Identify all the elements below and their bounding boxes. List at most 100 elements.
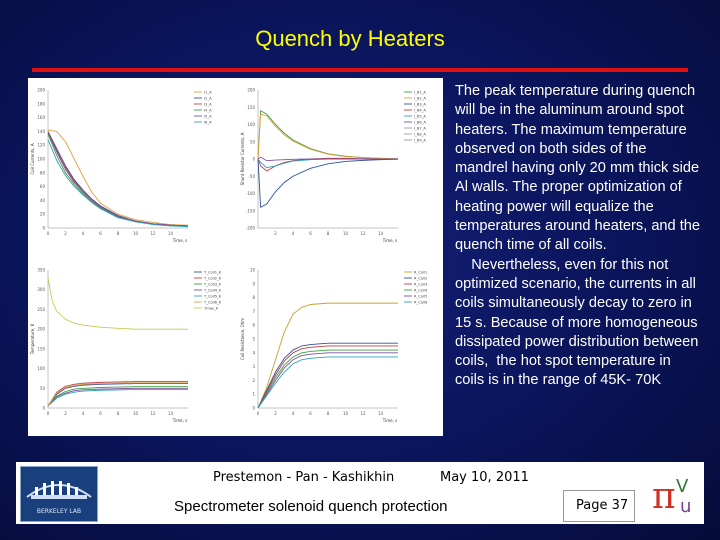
- y-tick-label: 4: [252, 350, 255, 355]
- presentation-title: Spectrometer solenoid quench protection: [174, 498, 448, 515]
- legend-label: I4_A: [204, 108, 212, 112]
- y-tick-label: 200: [37, 88, 45, 93]
- legend-label: I_B3_A: [414, 102, 426, 106]
- y-tick-label: -200: [246, 226, 256, 231]
- legend-label: T_Coil4_K: [203, 288, 222, 292]
- x-tick-label: 4: [292, 411, 295, 416]
- plots-panel: 200 180 160 140 120 100 80 60 40 20 0 0 2 4 6 8 10 12 14 Co…: [28, 78, 443, 436]
- y-tick-label: 40: [40, 198, 46, 203]
- legend-label: R_Coil6: [414, 300, 428, 304]
- legend-label: T_Coil3_K: [203, 282, 222, 286]
- y-tick-label: 5: [252, 337, 255, 342]
- y-tick-label: 8: [252, 295, 255, 300]
- x-axis-label: Time, s: [382, 418, 397, 423]
- authors: Prestemon - Pan - Kashikhin: [213, 470, 395, 485]
- series-line: [47, 131, 189, 227]
- series-line: [47, 131, 189, 227]
- series-line: [257, 113, 399, 160]
- y-tick-label: -150: [246, 208, 256, 213]
- date: May 10, 2011: [440, 470, 529, 485]
- x-tick-label: 14: [168, 411, 174, 416]
- y-tick-label: 50: [250, 139, 256, 144]
- svg-text:π: π: [652, 476, 676, 517]
- legend-label: R_Coil4: [414, 288, 428, 292]
- y-axis-label: Temperature, K: [30, 323, 35, 355]
- y-tick-label: 300: [37, 287, 45, 292]
- x-tick-label: 10: [343, 411, 349, 416]
- x-tick-label: 12: [360, 231, 366, 236]
- y-tick-label: 80: [40, 170, 46, 175]
- legend-label: I_B4_A: [414, 108, 426, 112]
- series-line: [47, 139, 189, 228]
- series-line: [257, 356, 398, 409]
- temperature-plot: 350 300 250 200 150 100 50 0 0 2 4 6 8 10 12 14 Temperat…: [28, 258, 233, 436]
- series-line: [257, 342, 398, 409]
- y-tick-label: 100: [247, 122, 255, 127]
- y-tick-label: 100: [37, 157, 45, 162]
- legend-label: I5_A: [204, 114, 212, 118]
- y-tick-label: 0: [252, 406, 255, 411]
- y-tick-label: 160: [37, 115, 45, 120]
- y-tick-label: 6: [252, 323, 255, 328]
- legend-label: R_Coil3: [414, 282, 427, 286]
- x-tick-label: 4: [292, 231, 295, 236]
- y-axis-label: Coil Resistance, Ohm: [240, 318, 245, 361]
- y-tick-label: 200: [37, 327, 45, 332]
- legend-label: Tmax_K: [203, 306, 219, 310]
- x-tick-label: 0: [257, 411, 260, 416]
- series-line: [47, 381, 188, 407]
- y-tick-label: 150: [37, 346, 45, 351]
- x-tick-label: 6: [99, 411, 102, 416]
- berkeley-lab-logo: BERKELEY LAB: [20, 466, 98, 522]
- series-line: [257, 302, 398, 409]
- x-tick-label: 4: [82, 411, 85, 416]
- legend-label: T_Coil5_K: [203, 294, 222, 298]
- shunt-currents-plot: 200 150 100 50 0 -50 -100 -150 -200 2 4 6 8 10 12 14 Shu…: [238, 78, 443, 256]
- series-line: [47, 383, 188, 407]
- x-axis-label: Time, s: [172, 418, 187, 423]
- x-tick-label: 10: [133, 231, 139, 236]
- y-tick-label: 0: [42, 226, 45, 231]
- x-tick-label: 12: [360, 411, 366, 416]
- series-line: [257, 158, 399, 209]
- y-tick-label: 2: [252, 378, 255, 383]
- y-tick-label: 50: [40, 386, 46, 391]
- legend-label: T_Coil1_K: [203, 270, 222, 274]
- y-tick-label: 60: [40, 184, 46, 189]
- series-line: [257, 109, 399, 160]
- x-tick-label: 8: [117, 411, 120, 416]
- legend-label: I6_A: [204, 120, 212, 124]
- y-tick-label: 0: [252, 157, 255, 162]
- y-tick-label: -100: [246, 191, 256, 196]
- y-tick-label: 20: [40, 212, 46, 217]
- y-tick-label: 150: [247, 105, 255, 110]
- coil-currents-plot: 200 180 160 140 120 100 80 60 40 20 0 0 2 4 6 8 10 12 14 Co…: [28, 78, 233, 256]
- y-tick-label: 10: [250, 268, 256, 273]
- y-tick-label: 1: [252, 392, 255, 397]
- legend-label: R_Coil5: [414, 294, 427, 298]
- legend-label: I_B5_A: [414, 114, 426, 118]
- y-tick-label: 140: [37, 129, 45, 134]
- y-tick-label: 350: [37, 268, 45, 273]
- y-tick-label: 200: [247, 88, 255, 93]
- legend-label: I_B9_A: [414, 138, 426, 142]
- x-tick-label: 4: [82, 231, 85, 236]
- x-tick-label: 14: [378, 411, 384, 416]
- pi-logo: π V u: [640, 466, 702, 520]
- chart-svg: 350 300 250 200 150 100 50 00 2 4 6 8 10 12 14 Temperat…: [30, 268, 222, 424]
- x-tick-label: 6: [99, 231, 102, 236]
- x-tick-label: 6: [309, 231, 312, 236]
- page-number: Page 37: [576, 498, 629, 513]
- series-line: [257, 352, 398, 409]
- series-line: [47, 389, 188, 407]
- x-axis-label: Time, s: [172, 238, 187, 243]
- series-line: [257, 156, 398, 162]
- body-text: The peak temperature during quench will …: [455, 83, 701, 389]
- y-tick-label: -50: [248, 174, 255, 179]
- y-axis-label: Coil Currents, A: [30, 143, 35, 174]
- series-line: [47, 277, 188, 330]
- series-line: [257, 349, 398, 409]
- legend-label: T_Coil6_K: [203, 300, 222, 304]
